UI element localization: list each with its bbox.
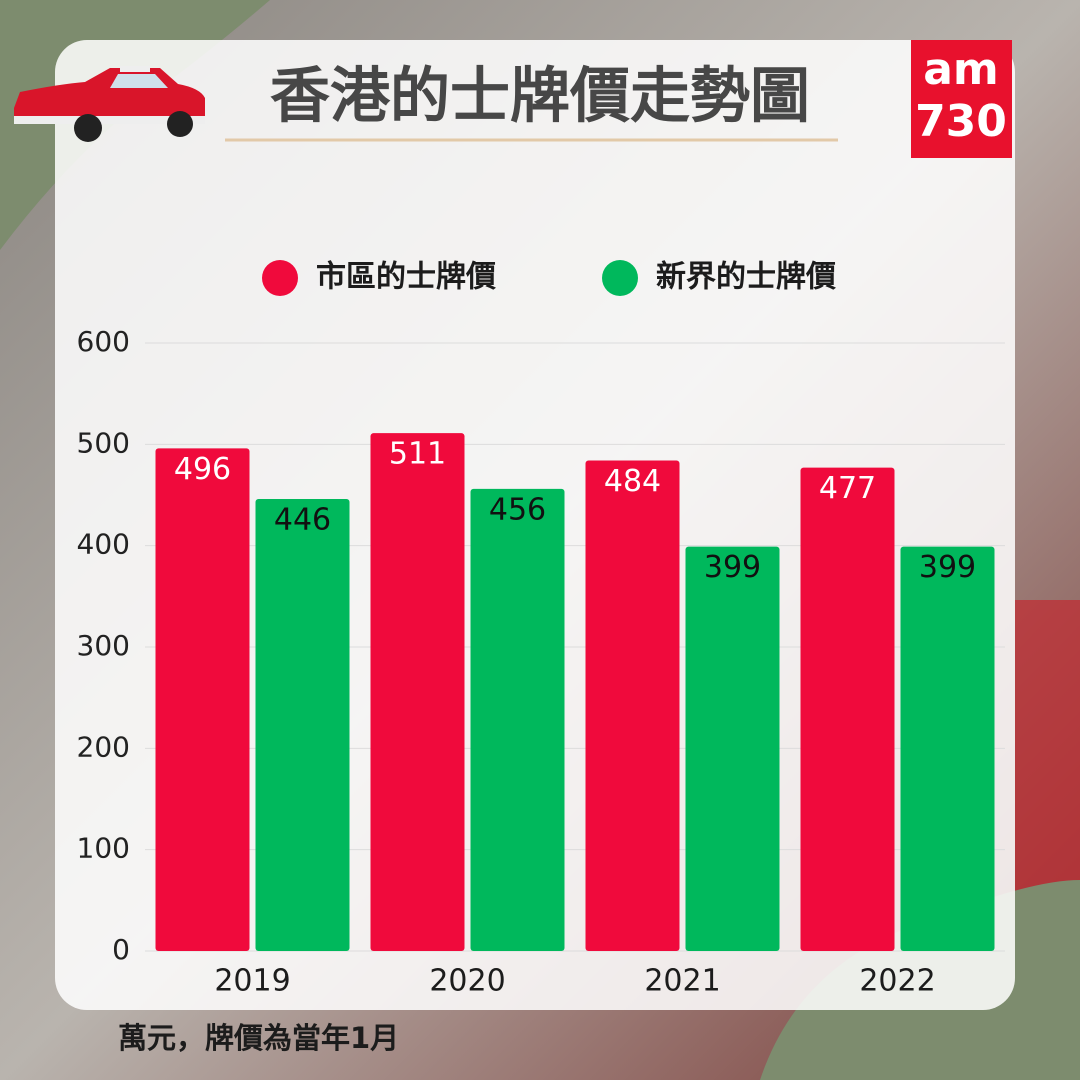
legend-label: 市區的士牌價 (316, 260, 496, 295)
y-tick-label: 100 (77, 832, 130, 865)
value-label: 456 (489, 492, 546, 527)
x-tick-label: 2022 (859, 964, 935, 999)
chart-title: 香港的士牌價走勢圖 (270, 62, 810, 132)
value-label: 399 (919, 550, 976, 585)
value-label: 511 (389, 437, 446, 472)
logo-box (911, 40, 1012, 158)
value-label: 446 (274, 503, 331, 538)
y-tick-label: 0 (112, 933, 130, 966)
x-tick-label: 2020 (429, 964, 505, 999)
x-tick-label: 2021 (644, 964, 720, 999)
value-label: 484 (604, 464, 661, 499)
bar (255, 499, 350, 951)
value-label: 477 (819, 471, 876, 506)
y-tick-label: 500 (77, 426, 130, 459)
x-tick-label: 2019 (214, 964, 290, 999)
bar (800, 467, 895, 951)
value-label: 399 (704, 550, 761, 585)
background-taxi (1015, 600, 1080, 900)
taxi-icon (14, 66, 205, 142)
y-tick-label: 300 (77, 629, 130, 662)
y-tick-label: 200 (77, 730, 130, 763)
bar (155, 448, 250, 951)
bar (900, 546, 995, 951)
note: 萬元，牌價為當年1月 (118, 1021, 399, 1055)
bar (685, 546, 780, 951)
y-tick-label: 400 (77, 528, 130, 561)
bar (370, 433, 465, 952)
logo-text: 730 (915, 96, 1007, 147)
value-label: 496 (174, 452, 231, 487)
bar (470, 488, 565, 951)
legend-marker (602, 260, 638, 296)
bar (585, 460, 680, 951)
y-tick-label: 600 (77, 325, 130, 358)
legend-marker (262, 260, 298, 296)
legend-label: 新界的士牌價 (656, 260, 836, 295)
logo-text: am (923, 44, 999, 95)
